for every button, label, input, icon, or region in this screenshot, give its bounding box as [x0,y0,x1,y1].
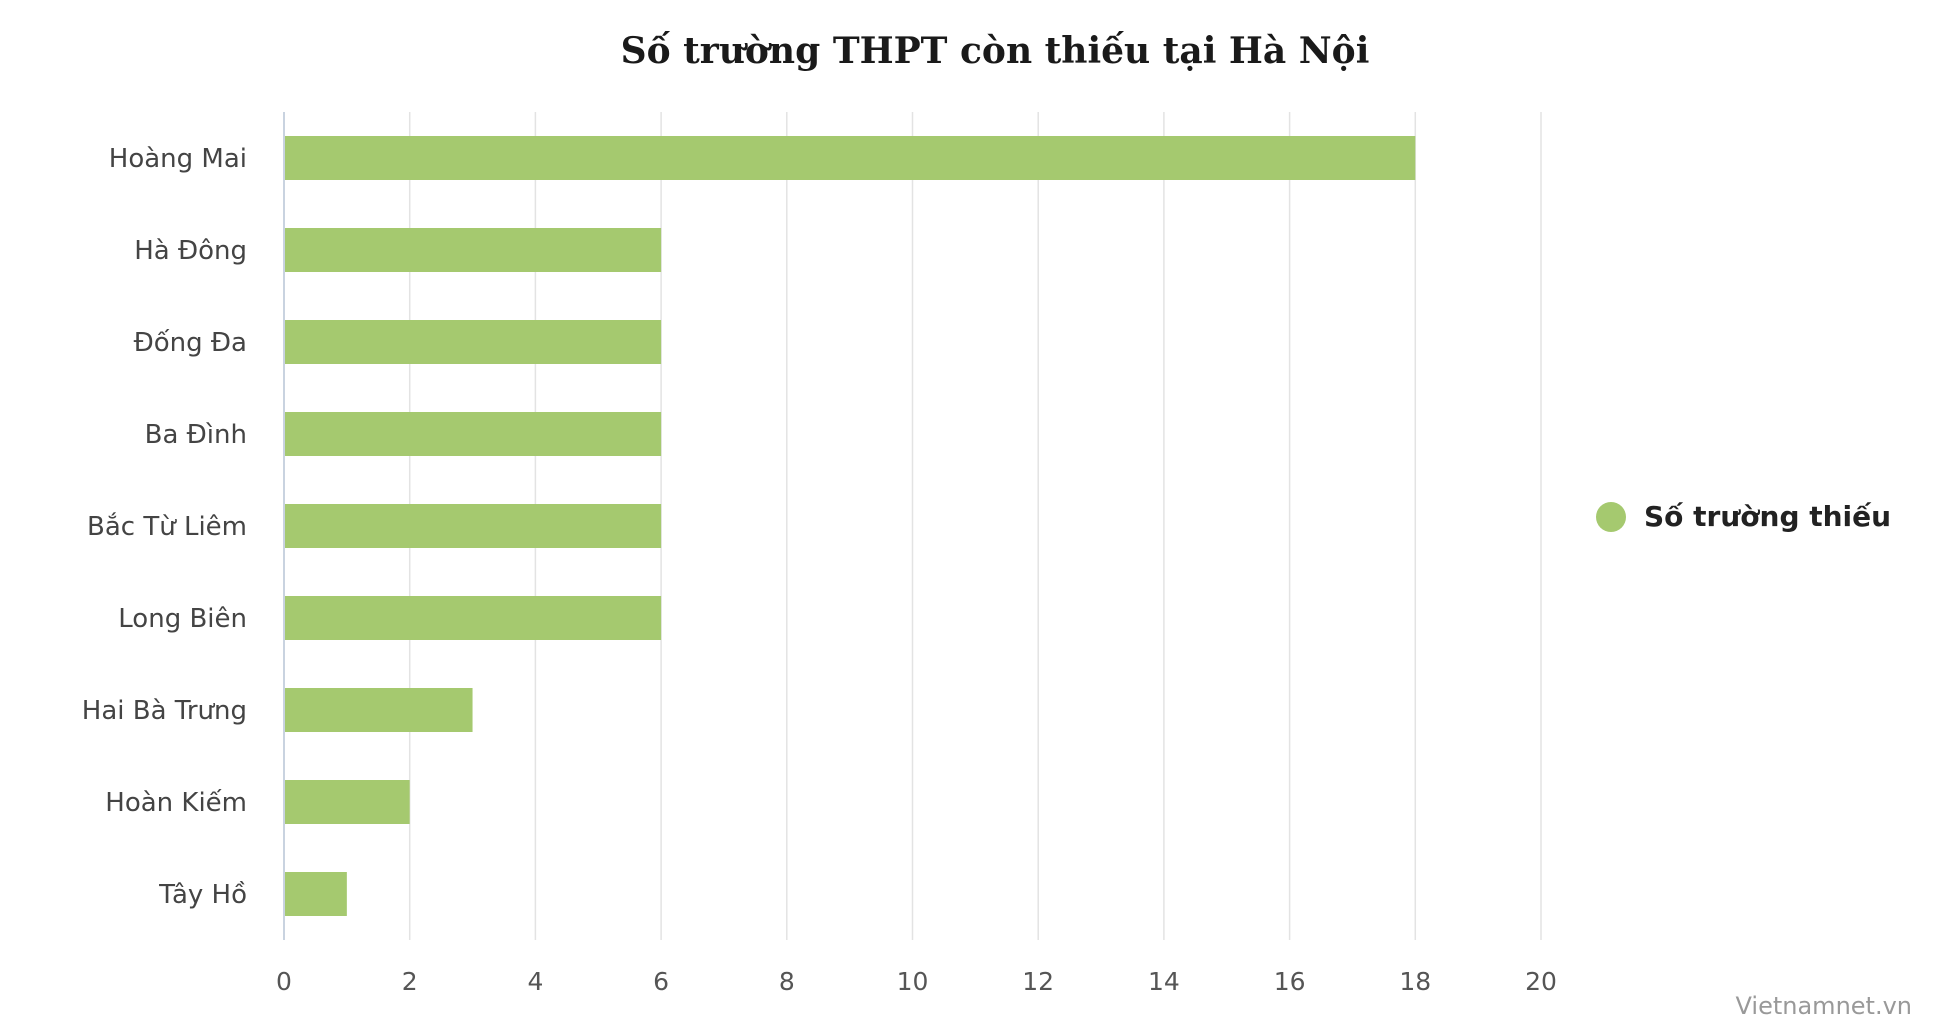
x-tick-label: 18 [1399,967,1431,996]
bar[interactable] [285,872,347,916]
bar[interactable] [285,504,662,548]
x-tick-label: 4 [527,967,543,996]
category-label: Đống Đa [134,328,247,358]
category-labels: Hoàng Mai Hà Đông Đống Đa Ba Đình Bắc Từ Liê… [82,144,247,910]
category-label: Hà Đông [134,236,247,266]
bar[interactable] [285,412,662,456]
category-label: Hai Bà Trưng [82,696,247,726]
category-label: Bắc Từ Liêm [87,511,247,542]
x-tick-label: 12 [1022,967,1054,996]
legend[interactable]: Số trường thiếu [1596,500,1891,533]
x-tick-label: 16 [1274,967,1306,996]
bar[interactable] [285,320,662,364]
category-label: Long Biên [118,604,247,634]
chart-title: Số trường THPT còn thiếu tại Hà Nội [620,30,1370,72]
x-tick-label: 10 [897,967,929,996]
bar[interactable] [285,596,662,640]
bar[interactable] [285,228,662,272]
bar[interactable] [285,688,473,732]
category-label: Hoàng Mai [109,144,247,174]
x-tick-label: 8 [779,967,795,996]
category-label: Hoàn Kiếm [105,788,247,818]
x-tick-label: 6 [653,967,669,996]
x-tick-label: 2 [402,967,418,996]
bar[interactable] [285,136,1416,180]
x-tick-labels: 0 2 4 6 8 10 12 14 16 18 20 [276,967,1557,996]
category-label: Ba Đình [145,420,247,450]
legend-marker-icon [1596,501,1626,532]
bars [285,136,1416,916]
source-credit: Vietnamnet.vn [1735,992,1912,1020]
category-label: Tây Hồ [158,880,247,910]
x-tick-label: 20 [1525,967,1557,996]
x-tick-label: 14 [1148,967,1180,996]
x-tick-label: 0 [276,967,292,996]
bar[interactable] [285,780,410,824]
legend-label: Số trường thiếu [1644,500,1892,533]
